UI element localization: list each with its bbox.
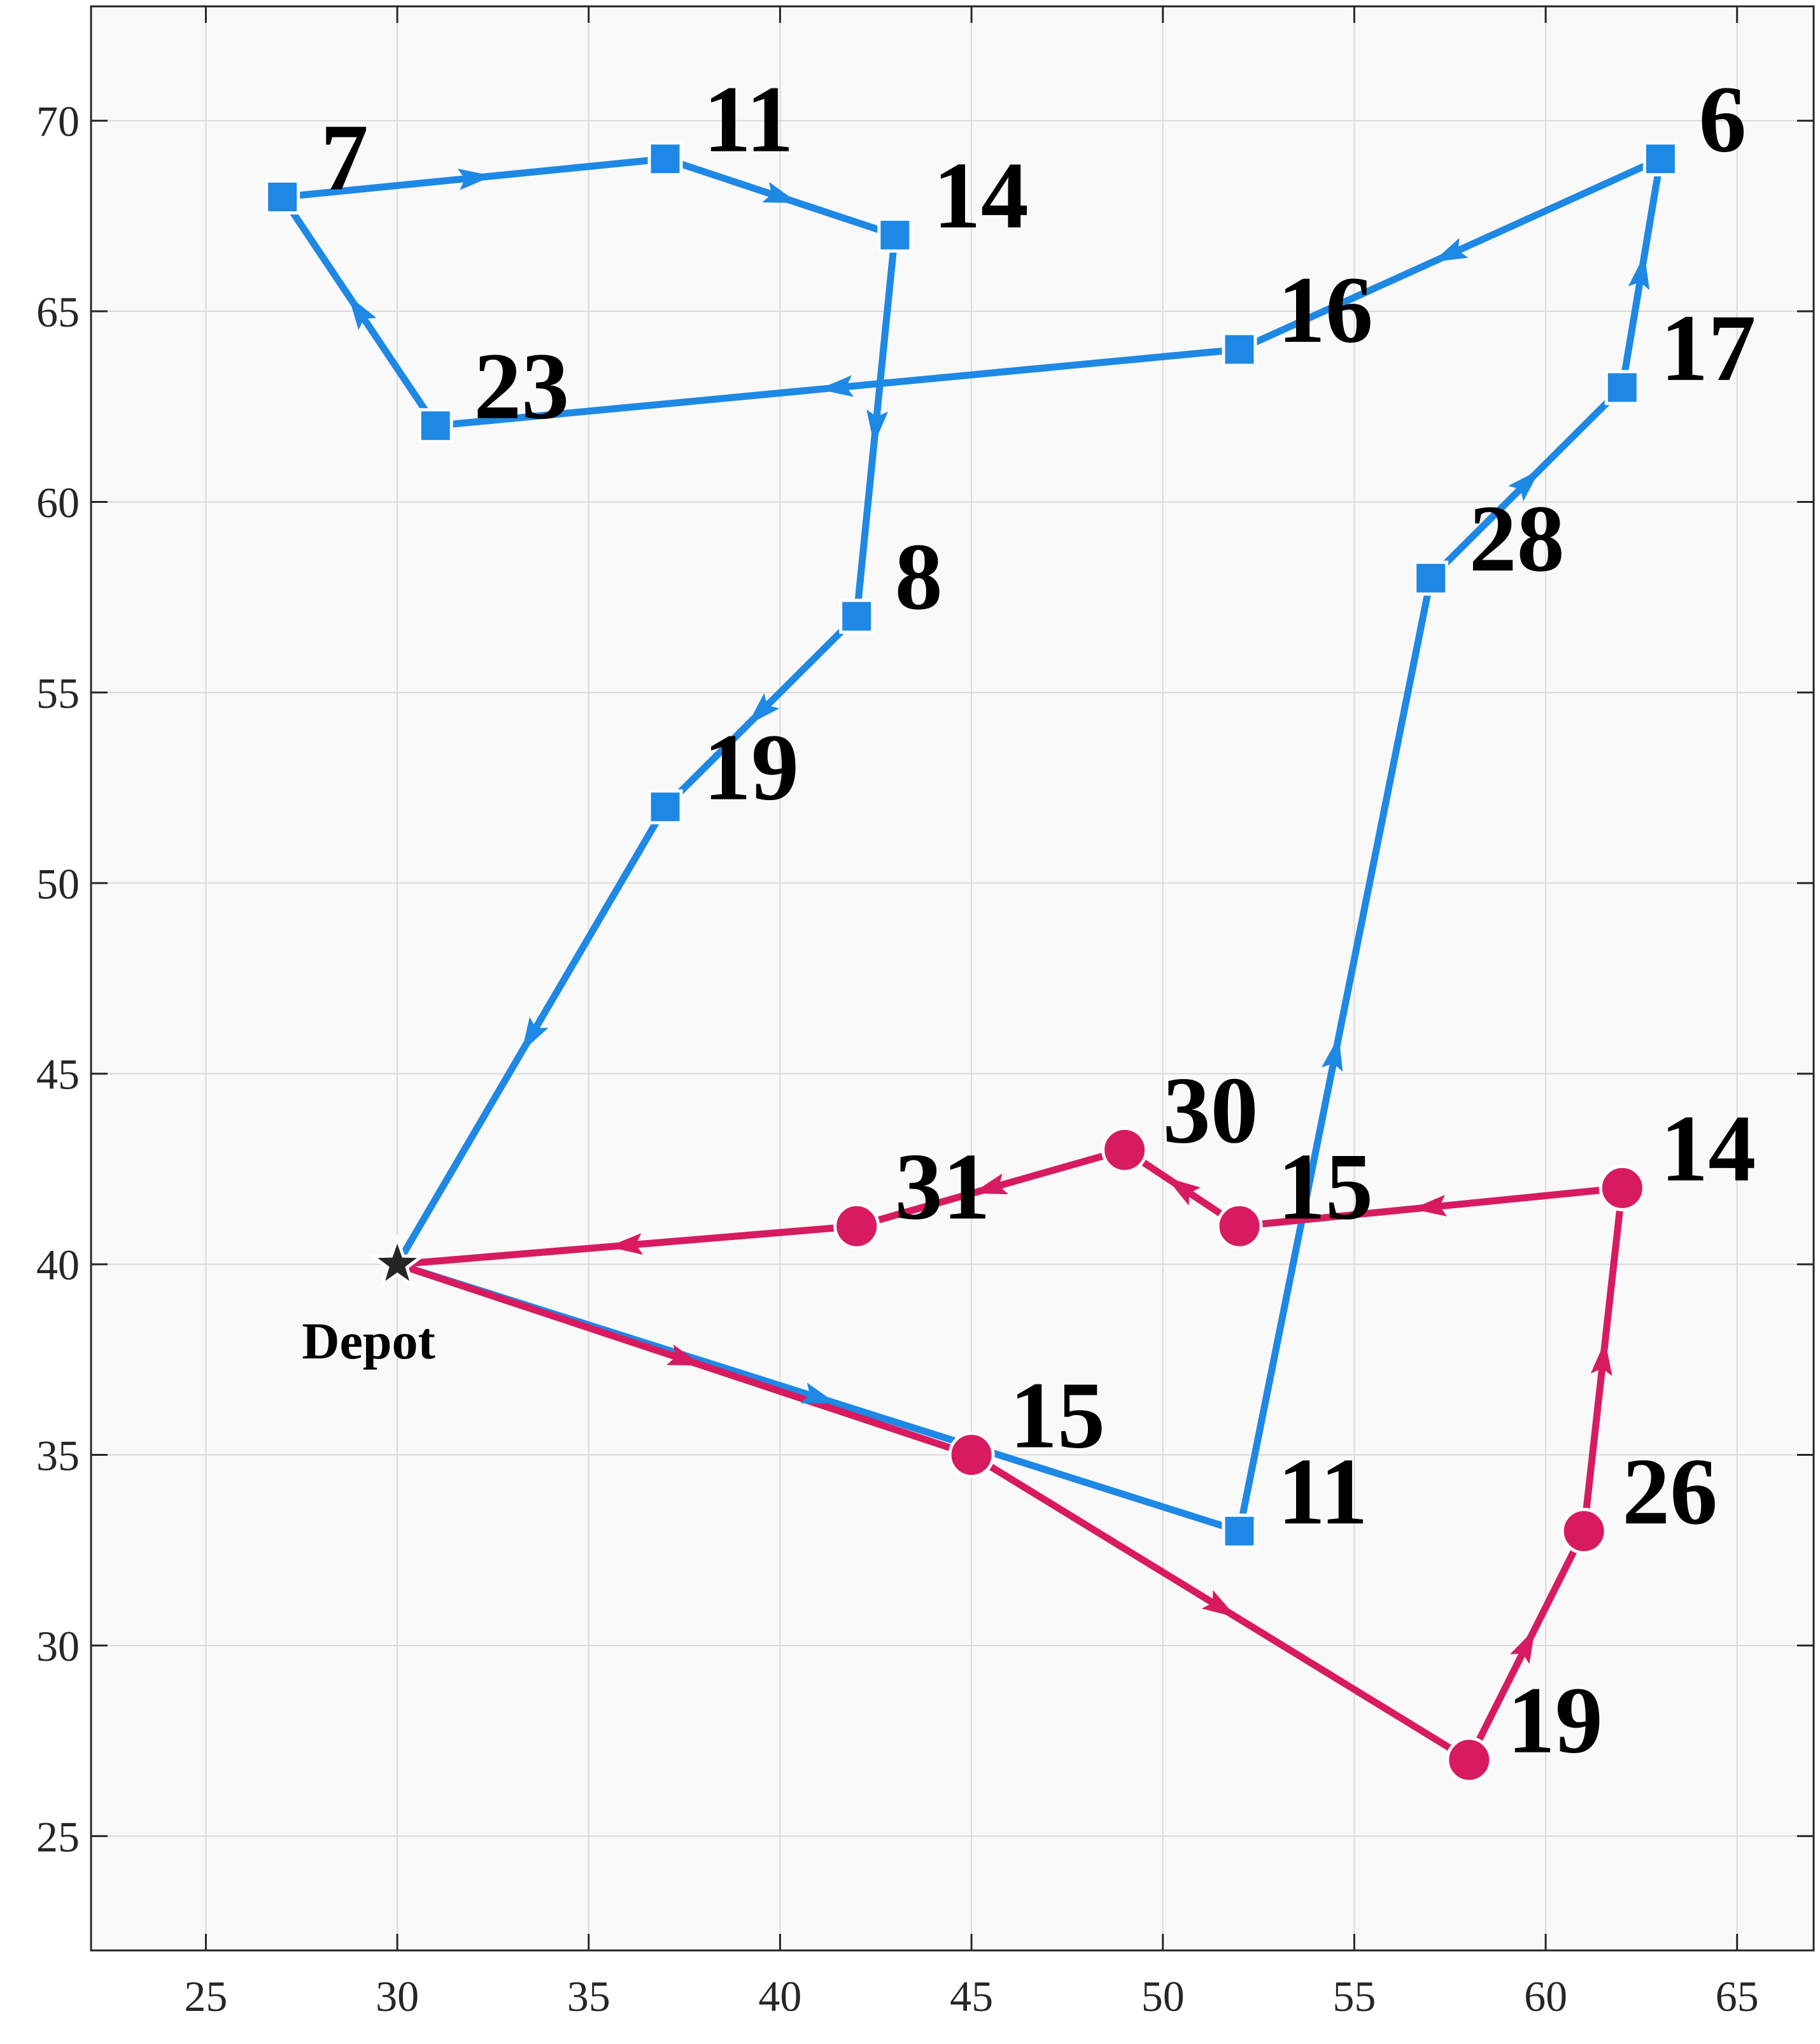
axis-ticks: 25 30 35 40 45 50 55 60 65 25 30 35 40 45 50 55 60 65 70	[36, 6, 1814, 2020]
series-0-direction-arrow	[457, 168, 493, 190]
series-0-direction-arrow	[866, 409, 889, 445]
x-tick-label: 55	[1332, 1972, 1376, 2020]
series-1-circle-marker	[1446, 1737, 1493, 1784]
series-0-square-marker	[1604, 370, 1640, 405]
node-label: 26	[1622, 1439, 1718, 1544]
depot-label: Depot	[302, 1312, 435, 1370]
series-0-square-marker	[647, 789, 683, 825]
x-tick-label: 30	[376, 1972, 419, 2020]
node-label: 17	[1660, 295, 1756, 401]
series-1-direction-arrow	[1510, 1628, 1535, 1665]
node-label: 30	[1163, 1057, 1259, 1163]
series-0-direction-arrow	[521, 1017, 549, 1052]
node-label: 8	[895, 524, 943, 630]
depot-star-marker	[368, 1234, 427, 1289]
series-0-direction-arrow	[1321, 1036, 1343, 1072]
series-1-circle-marker	[1216, 1202, 1263, 1250]
series-0-direction-arrow	[762, 181, 798, 203]
x-tick-label: 60	[1524, 1972, 1567, 2020]
node-label: 15	[1278, 1134, 1373, 1239]
series-1-direction-arrow	[666, 1344, 703, 1366]
x-tick-label: 40	[758, 1972, 801, 2020]
x-tick-label: 65	[1716, 1972, 1759, 2020]
node-label: 6	[1698, 67, 1746, 173]
series-0-square-marker	[839, 598, 875, 634]
series-1-circle-marker	[1101, 1126, 1148, 1173]
node-label: 23	[474, 334, 569, 439]
series-1-direction-arrow	[1201, 1590, 1237, 1618]
node-label: 11	[1278, 1439, 1368, 1544]
series-0-direction-arrow	[1507, 469, 1541, 502]
series-0-square-marker	[265, 179, 300, 215]
series-0-direction-arrow	[747, 693, 780, 725]
y-tick-label: 60	[36, 478, 80, 526]
y-tick-label: 70	[36, 97, 80, 146]
node-label: 15	[1010, 1363, 1105, 1469]
series-1-direction-arrow	[972, 1173, 1008, 1195]
series-0-square-marker	[1642, 141, 1678, 177]
series-0-square-marker	[1222, 1513, 1257, 1549]
y-tick-label: 40	[36, 1241, 80, 1289]
x-tick-label: 45	[950, 1972, 993, 2020]
node-label: 7	[321, 104, 369, 210]
series-1-circle-marker	[1560, 1507, 1607, 1554]
y-tick-label: 35	[36, 1432, 80, 1480]
y-tick-label: 45	[36, 1050, 80, 1099]
series-0-square-marker	[1413, 560, 1449, 596]
series-1-direction-arrow	[1411, 1194, 1448, 1216]
series-0-direction-arrow	[1628, 254, 1650, 290]
plot-background	[91, 6, 1814, 1950]
route-arrows	[348, 168, 1650, 1665]
node-label: 14	[933, 143, 1029, 248]
series-0-square-marker	[647, 141, 683, 177]
plot-frame	[90, 5, 1815, 1952]
series-0-direction-arrow	[1432, 237, 1469, 262]
series-0-direction-arrow	[800, 1383, 837, 1404]
y-tick-label: 30	[36, 1622, 80, 1670]
y-tick-label: 50	[36, 859, 80, 908]
series-1-direction-arrow	[1590, 1341, 1612, 1376]
x-tick-label: 25	[184, 1972, 227, 2020]
series-1-circle-marker	[948, 1432, 995, 1479]
node-label: 31	[895, 1134, 991, 1239]
series-1-direction-arrow	[1166, 1177, 1201, 1206]
node-label: 19	[1507, 1668, 1603, 1773]
x-tick-label: 35	[567, 1972, 610, 2020]
series-0-square-marker	[877, 217, 913, 253]
series-0-square-marker	[1222, 332, 1257, 367]
y-tick-label: 25	[36, 1812, 80, 1861]
series-1-circle-marker	[833, 1202, 880, 1250]
y-tick-label: 65	[36, 288, 80, 336]
route-markers	[265, 141, 1678, 1784]
series-1-direction-arrow	[607, 1233, 644, 1255]
node-label: 14	[1660, 1096, 1756, 1201]
node-label: 28	[1469, 486, 1565, 591]
series-1-circle-marker	[1598, 1164, 1646, 1211]
y-tick-label: 55	[36, 669, 80, 717]
node-label: 16	[1278, 257, 1373, 363]
node-label: 11	[703, 67, 794, 173]
series-0-direction-arrow	[818, 375, 854, 397]
node-label: 19	[703, 715, 799, 821]
series-0-direction-arrow	[348, 295, 377, 330]
x-tick-label: 50	[1141, 1972, 1185, 2020]
series-0-square-marker	[418, 408, 453, 444]
